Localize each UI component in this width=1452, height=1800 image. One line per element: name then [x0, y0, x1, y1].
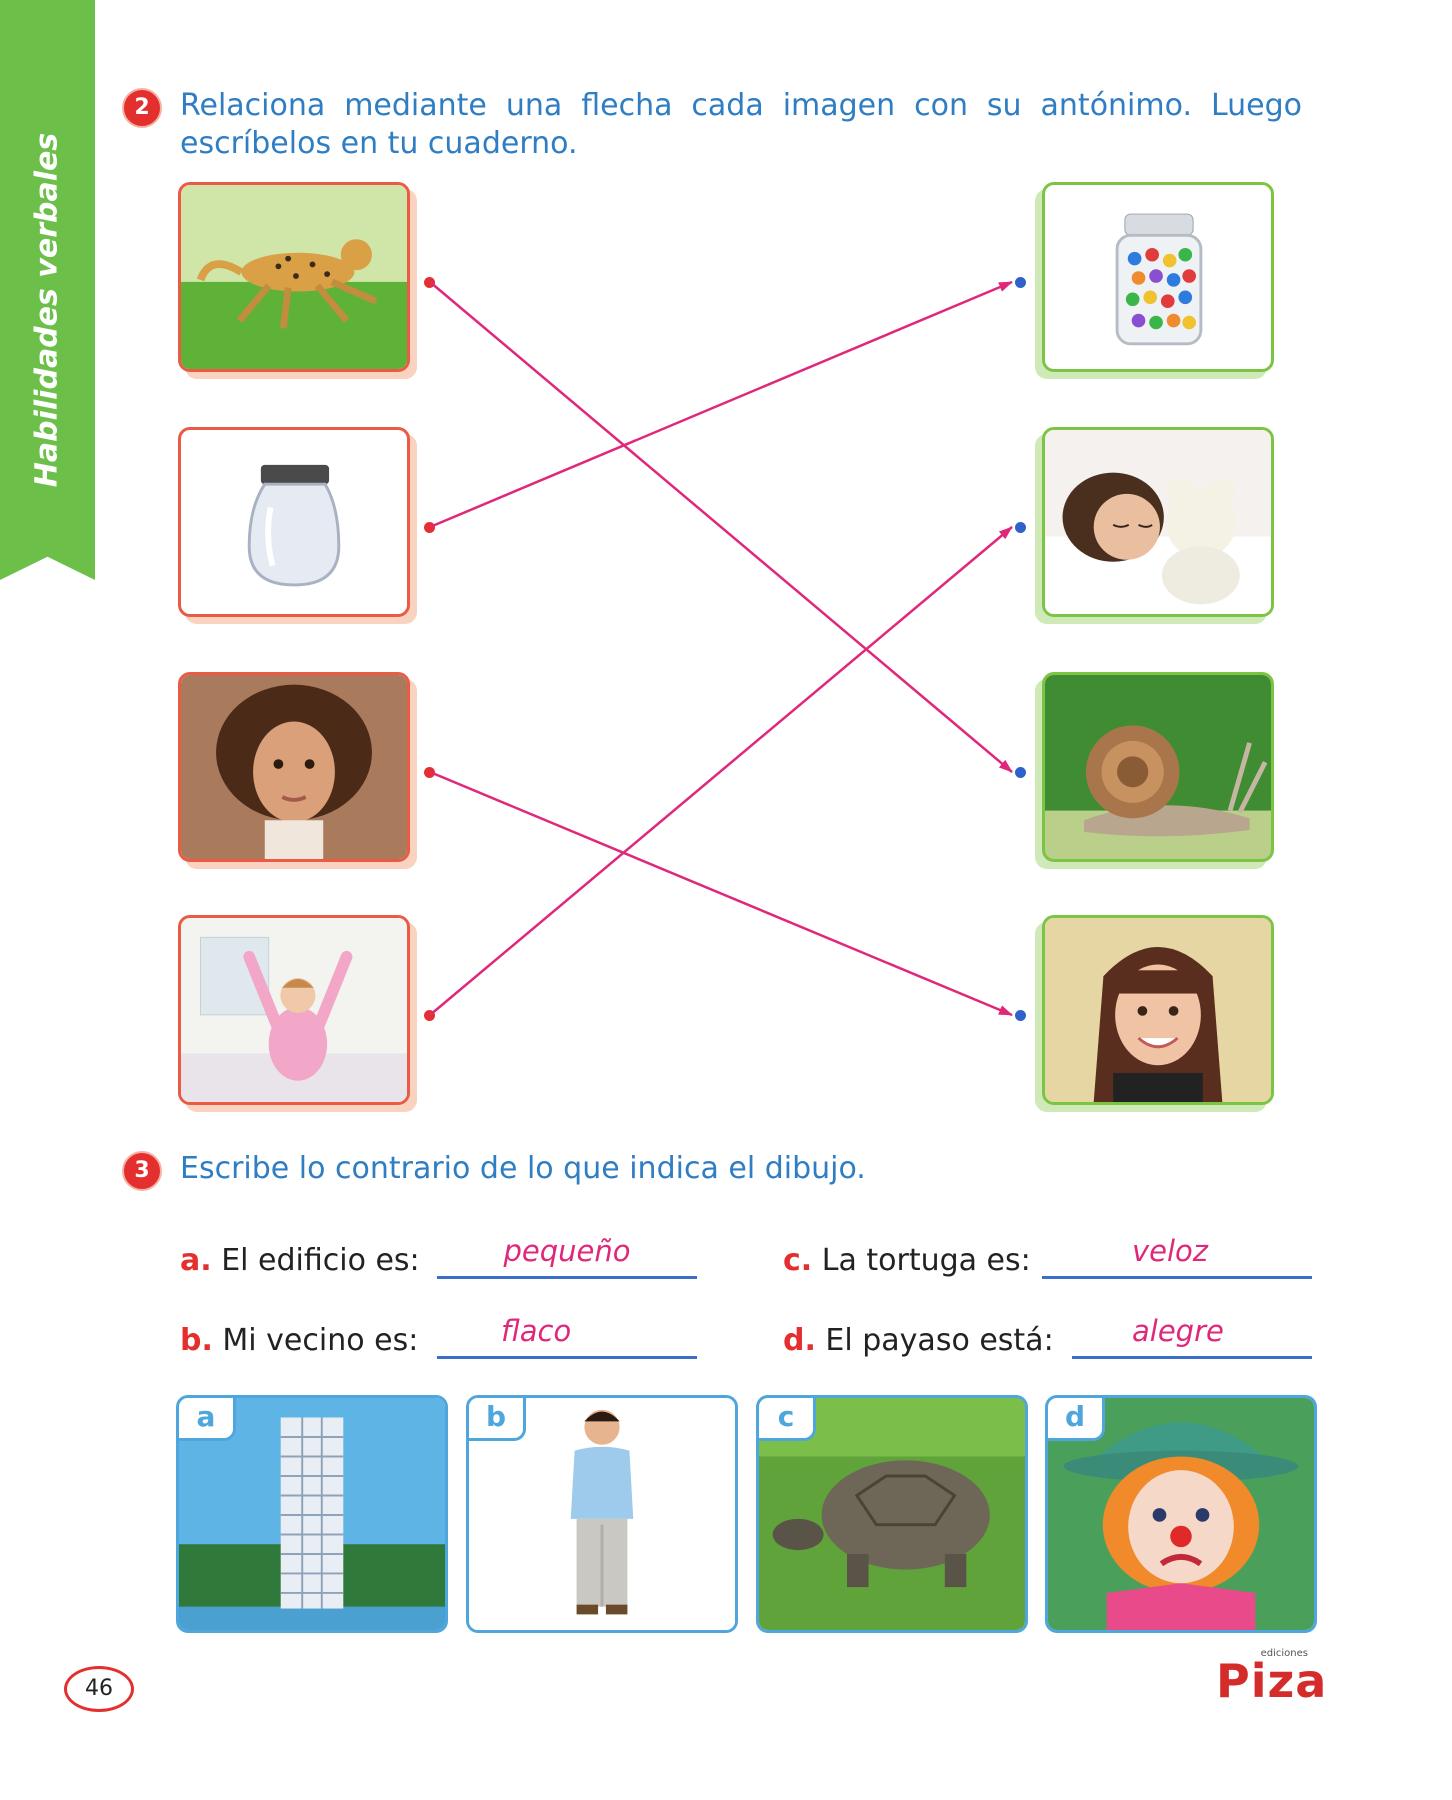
sad-clown-photo: d — [1045, 1395, 1317, 1633]
logo-small-text: ediciones — [1260, 1648, 1308, 1659]
question-c: c. La tortuga es: — [783, 1243, 1031, 1278]
empty-jar-photo — [178, 427, 410, 617]
exercise-2-number: 2 — [122, 88, 162, 128]
left-connector-dot[interactable] — [424, 277, 435, 288]
marbles-jar-photo — [1042, 182, 1274, 372]
boy-photo: b — [466, 1395, 738, 1633]
sleeping-girl-photo — [1042, 427, 1274, 617]
page-number: 46 — [64, 1666, 134, 1712]
matching-arrow — [429, 770, 1013, 1017]
picture-tag: b — [469, 1398, 526, 1441]
cheetah-photo — [178, 182, 410, 372]
picture-tag: d — [1048, 1398, 1105, 1441]
publisher-logo: ediciones Piza — [1216, 1648, 1326, 1704]
answer-line — [1042, 1276, 1312, 1279]
snail-photo — [1042, 672, 1274, 862]
curly-hair-girl-photo — [178, 672, 410, 862]
question-prompt: La tortuga es: — [821, 1243, 1031, 1278]
question-letter: d. — [783, 1323, 816, 1358]
tortoise-photo: c — [756, 1395, 1028, 1633]
picture-tag: a — [179, 1398, 236, 1441]
exercise-3-instruction: Escribe lo contrario de lo que indica el… — [180, 1151, 866, 1186]
exercise-2-instruction-line2: escríbelos en tu cuaderno. — [180, 126, 578, 161]
section-side-tab: Habilidades verbales — [0, 0, 95, 580]
question-prompt: El payaso está: — [825, 1323, 1054, 1358]
exercise-2-instruction-line1: Relaciona mediante una flecha cada image… — [180, 88, 1302, 123]
left-connector-dot[interactable] — [424, 767, 435, 778]
building-photo: a — [176, 1395, 448, 1633]
exercise-3-number: 3 — [122, 1151, 162, 1191]
matching-arrow — [429, 526, 1013, 1016]
question-prompt: Mi vecino es: — [222, 1323, 419, 1358]
answer-text[interactable]: pequeño — [503, 1234, 631, 1268]
question-a: a. El edificio es: — [180, 1243, 420, 1278]
picture-tag: c — [759, 1398, 816, 1441]
straight-hair-girl-photo — [1042, 915, 1274, 1105]
girl-waking-up-photo — [178, 915, 410, 1105]
matching-arrow — [429, 280, 1013, 529]
answer-line — [437, 1276, 697, 1279]
question-letter: a. — [180, 1243, 212, 1278]
right-connector-dot[interactable] — [1015, 522, 1026, 533]
answer-text[interactable]: flaco — [501, 1314, 572, 1348]
question-d: d. El payaso está: — [783, 1323, 1054, 1358]
left-connector-dot[interactable] — [424, 522, 435, 533]
question-letter: b. — [180, 1323, 213, 1358]
question-prompt: El edificio es: — [221, 1243, 420, 1278]
answer-line — [1072, 1356, 1312, 1359]
logo-main-text: Piza — [1216, 1654, 1328, 1708]
left-connector-dot[interactable] — [424, 1010, 435, 1021]
answer-text[interactable]: veloz — [1132, 1234, 1209, 1268]
question-b: b. Mi vecino es: — [180, 1323, 418, 1358]
answer-line — [437, 1356, 697, 1359]
right-connector-dot[interactable] — [1015, 1010, 1026, 1021]
answer-text[interactable]: alegre — [1132, 1314, 1224, 1348]
right-connector-dot[interactable] — [1015, 767, 1026, 778]
right-connector-dot[interactable] — [1015, 277, 1026, 288]
question-letter: c. — [783, 1243, 813, 1278]
matching-arrow — [429, 281, 1013, 773]
